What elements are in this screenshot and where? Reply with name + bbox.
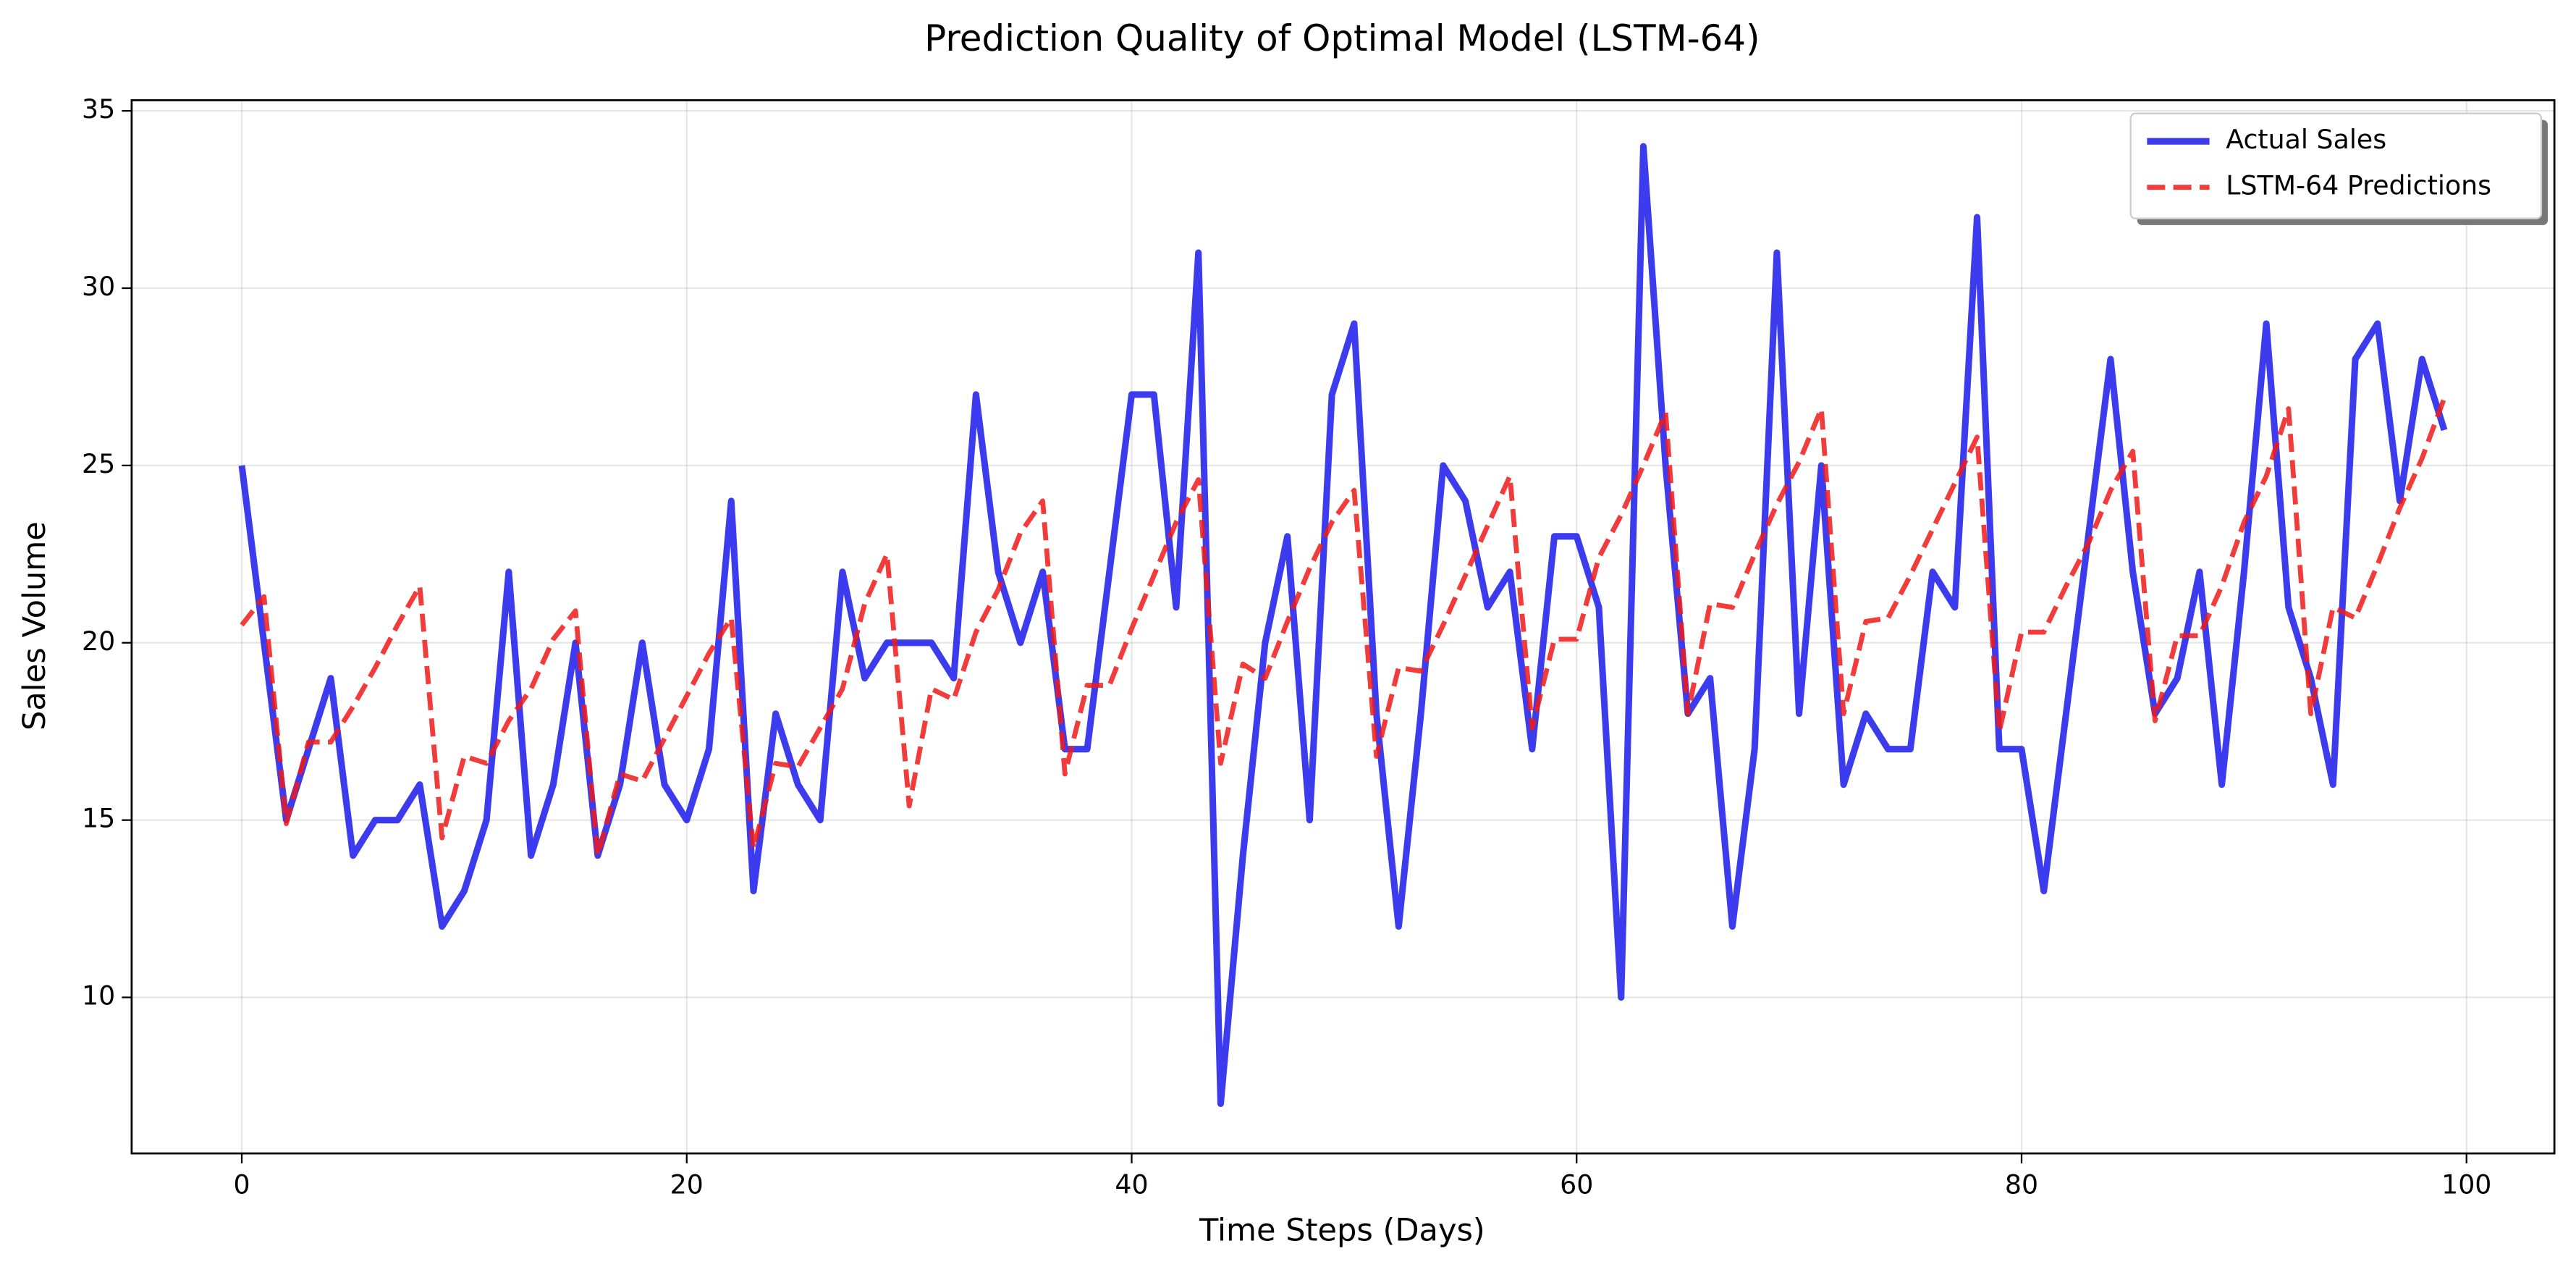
y-tick-label: 30 bbox=[82, 271, 115, 302]
legend-box bbox=[2129, 112, 2543, 219]
x-tick-label: 0 bbox=[233, 1169, 250, 1200]
x-tick-label: 60 bbox=[1560, 1169, 1593, 1200]
y-axis-label: Sales Volume bbox=[17, 521, 53, 731]
y-tick-label: 15 bbox=[82, 803, 115, 834]
x-tick-label: 20 bbox=[670, 1169, 704, 1200]
legend-label: LSTM-64 Predictions bbox=[2226, 170, 2491, 201]
y-tick-label: 35 bbox=[82, 93, 115, 125]
x-tick-label: 40 bbox=[1115, 1169, 1148, 1200]
x-tick-label: 100 bbox=[2441, 1169, 2491, 1200]
y-tick-label: 25 bbox=[82, 448, 115, 479]
plot-frame bbox=[130, 99, 2556, 1155]
legend-label: Actual Sales bbox=[2226, 124, 2386, 155]
series-line bbox=[240, 397, 2447, 859]
y-tick-label: 20 bbox=[82, 626, 115, 657]
y-tick-label: 10 bbox=[82, 980, 115, 1011]
x-axis-label: Time Steps (Days) bbox=[1199, 1212, 1485, 1248]
x-tick-label: 80 bbox=[2005, 1169, 2038, 1200]
chart-title: Prediction Quality of Optimal Model (LST… bbox=[924, 17, 1760, 59]
